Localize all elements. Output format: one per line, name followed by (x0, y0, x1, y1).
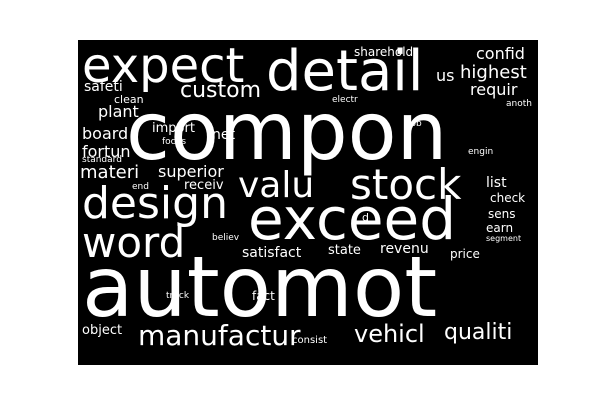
word-valu: valu (238, 165, 315, 206)
word-expect: expect (82, 40, 245, 94)
word-focus: focus (162, 137, 187, 147)
word-electr: electr (332, 95, 358, 105)
word-manufactur: manufactur (138, 319, 301, 352)
word-detail: detail (266, 40, 424, 104)
word-us: us (436, 66, 455, 85)
word-requir: requir (470, 80, 518, 99)
word-truck: truck (166, 291, 190, 301)
word-revenu: revenu (380, 241, 429, 257)
word-clean: clean (114, 93, 144, 106)
word-believ: believ (212, 233, 240, 243)
word-materi: materi (80, 162, 140, 183)
word-object: object (82, 323, 123, 338)
word-import: import (152, 121, 195, 136)
word-exceed: exceed (248, 185, 457, 253)
word-qualiti: qualiti (444, 320, 513, 345)
word-anoth: anoth (506, 99, 532, 109)
word-d: d (362, 211, 369, 224)
word-list: list (486, 175, 507, 191)
word-end: end (132, 182, 149, 192)
word-automot: automot (82, 238, 438, 336)
word-segment: segment (486, 234, 522, 243)
word-fortun: fortun (82, 142, 131, 161)
word-cloud: automot compon exceed detail expect desi… (78, 40, 538, 365)
word-engin: engin (468, 147, 494, 157)
word-standard: standard (82, 155, 122, 165)
word-sens: sens (488, 207, 516, 221)
word-board: board (82, 124, 129, 143)
word-price: price (450, 247, 480, 261)
word-sharehold: sharehold (354, 45, 414, 59)
word-safeti: safeti (84, 79, 123, 95)
word-fact: fact (252, 289, 275, 303)
word-net: net (212, 127, 235, 143)
word-confid: confid (476, 44, 525, 63)
word-job: job (408, 119, 422, 129)
word-design: design (82, 178, 228, 229)
word-consist: consist (292, 335, 328, 346)
word-plant: plant (98, 102, 139, 121)
word-earn: earn (486, 221, 514, 235)
word-state: state (328, 243, 361, 258)
word-highest: highest (460, 62, 527, 83)
word-stock: stock (350, 160, 462, 209)
word-custom: custom (180, 78, 262, 103)
word-receiv: receiv (184, 178, 224, 193)
word-vehicl: vehicl (354, 320, 425, 348)
word-word: word (82, 218, 186, 267)
word-satisfact: satisfact (242, 245, 302, 261)
word-check: check (490, 191, 526, 205)
word-superior: superior (158, 162, 224, 181)
word-compon: compon (126, 85, 448, 178)
